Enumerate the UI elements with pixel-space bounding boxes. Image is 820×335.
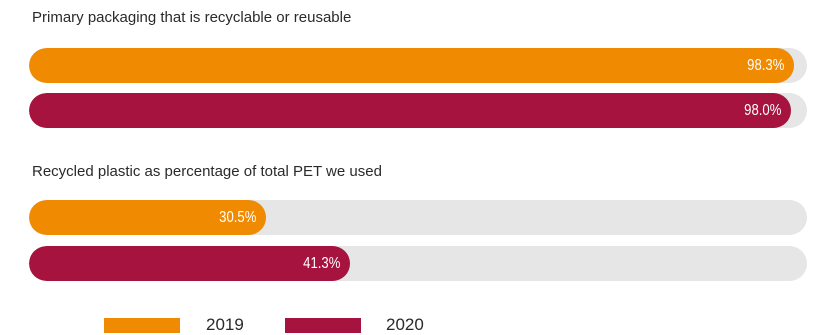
bar-recycled-plastic-2019 [29, 200, 266, 235]
bar-label-packaging-2020: 98.0% [743, 102, 781, 119]
category-title-packaging: Primary packaging that is recyclable or … [32, 9, 352, 26]
bar-packaging-2019 [29, 48, 794, 83]
legend-label-2020: 2020 [386, 315, 424, 334]
legend-label-2019: 2019 [206, 315, 244, 334]
bar-label-recycled-plastic-2020: 41.3% [302, 255, 340, 272]
bar-track: 98.0% [29, 93, 807, 128]
bar-packaging-2020 [29, 93, 791, 128]
category-title-recycled-plastic: Recycled plastic as percentage of total … [32, 163, 382, 180]
bar-track: 98.3% [29, 48, 807, 83]
bar-track: 30.5% [29, 200, 807, 235]
bar-track: 41.3% [29, 246, 807, 281]
bar-label-packaging-2019: 98.3% [746, 57, 784, 74]
legend-swatch-2020 [285, 318, 361, 333]
bar-label-recycled-plastic-2019: 30.5% [218, 209, 256, 226]
legend-swatch-2019 [104, 318, 180, 333]
bar-recycled-plastic-2020 [29, 246, 350, 281]
